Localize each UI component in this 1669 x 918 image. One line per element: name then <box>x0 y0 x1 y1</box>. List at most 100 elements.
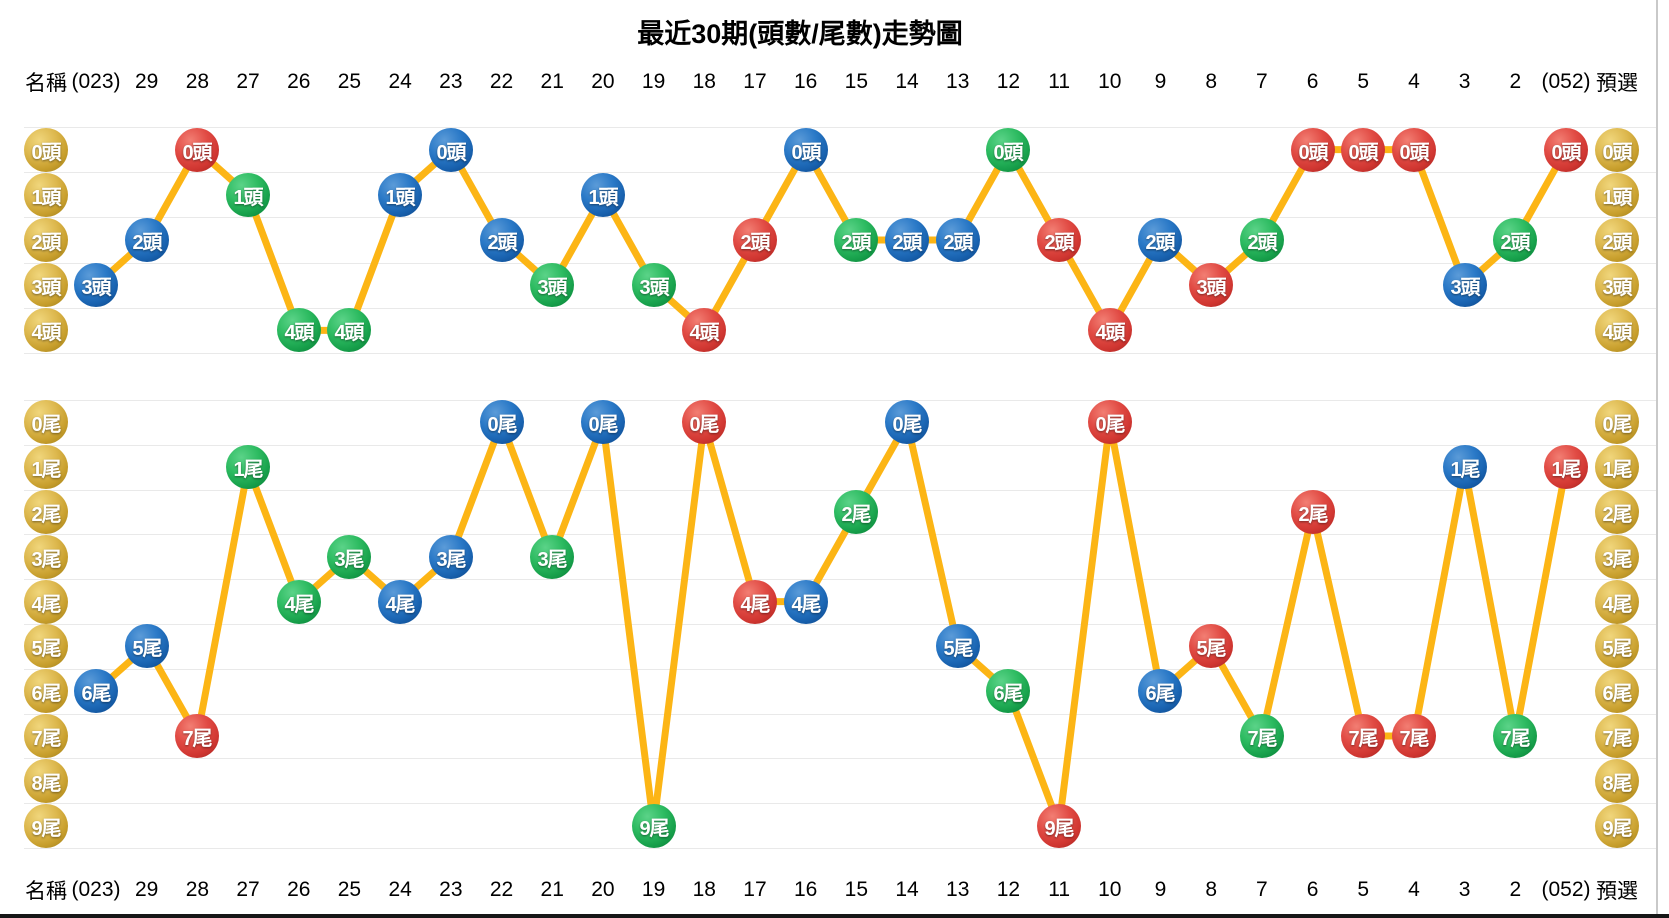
bottom-border <box>0 914 1669 918</box>
top-preselect-header: 預選 <box>1596 72 1638 95</box>
head-preselect-ball[interactable]: 2頭 <box>1595 218 1639 262</box>
tail-row-label-ball: 8尾 <box>24 759 68 803</box>
bottom-period-label: 4 <box>1408 878 1420 901</box>
top-period-label: 8 <box>1205 70 1218 93</box>
top-period-label: 26 <box>287 70 311 93</box>
tail-preselect-ball[interactable]: 7尾 <box>1595 714 1639 758</box>
tail-row-label-ball: 6尾 <box>24 669 68 713</box>
tail-data-ball: 3尾 <box>429 535 473 579</box>
bottom-period-label: 9 <box>1154 878 1167 901</box>
bottom-period-label: 18 <box>692 878 716 901</box>
tail-data-ball: 7尾 <box>1392 714 1436 758</box>
head-data-ball: 2頭 <box>1138 218 1182 262</box>
tail-data-ball: 5尾 <box>1189 624 1233 668</box>
tail-data-ball: 0尾 <box>1088 400 1132 444</box>
head-preselect-ball[interactable]: 0頭 <box>1595 128 1639 172</box>
tail-data-ball: 0尾 <box>581 400 625 444</box>
head-grid-line <box>24 263 1656 264</box>
top-period-label: 17 <box>743 70 767 93</box>
head-data-ball: 3頭 <box>632 263 676 307</box>
top-period-label: 29 <box>135 70 159 93</box>
tail-row-label-ball: 9尾 <box>24 804 68 848</box>
tail-preselect-ball[interactable]: 0尾 <box>1595 400 1639 444</box>
tail-grid-line <box>24 534 1656 535</box>
head-data-ball: 2頭 <box>125 218 169 262</box>
top-period-label: 6 <box>1306 70 1319 93</box>
bottom-period-label: 21 <box>540 878 564 901</box>
bottom-period-label: 3 <box>1458 878 1471 901</box>
tail-row-label-ball: 3尾 <box>24 535 68 579</box>
tail-data-ball: 1尾 <box>1544 445 1588 489</box>
tail-data-ball: 0尾 <box>885 400 929 444</box>
top-period-label: (023) <box>71 70 121 93</box>
head-data-ball: 0頭 <box>1544 128 1588 172</box>
head-data-ball: 2頭 <box>834 218 878 262</box>
top-period-label: 12 <box>996 70 1021 93</box>
tail-data-ball: 2尾 <box>1291 490 1335 534</box>
bottom-period-label: 11 <box>1048 878 1071 901</box>
head-data-ball: 2頭 <box>733 218 777 262</box>
head-preselect-ball[interactable]: 1頭 <box>1595 173 1639 217</box>
head-data-ball: 2頭 <box>885 218 929 262</box>
head-data-ball: 1頭 <box>226 173 270 217</box>
head-data-ball: 0頭 <box>986 128 1030 172</box>
tail-data-ball: 6尾 <box>74 669 118 713</box>
head-data-ball: 0頭 <box>1392 128 1436 172</box>
top-period-label: 11 <box>1048 70 1071 93</box>
tail-preselect-ball[interactable]: 1尾 <box>1595 445 1639 489</box>
tail-data-ball: 9尾 <box>632 804 676 848</box>
bottom-period-label: (023) <box>71 878 121 901</box>
head-preselect-ball[interactable]: 4頭 <box>1595 308 1639 352</box>
head-row-label-ball: 3頭 <box>24 263 68 307</box>
bottom-period-label: 20 <box>591 878 615 901</box>
tail-data-ball: 7尾 <box>1493 714 1537 758</box>
top-period-label: 24 <box>388 70 412 93</box>
head-data-ball: 0頭 <box>1291 128 1335 172</box>
bottom-period-label: 22 <box>489 878 514 901</box>
top-period-label: (052) <box>1541 70 1591 93</box>
bottom-period-label: 8 <box>1205 878 1218 901</box>
tail-preselect-ball[interactable]: 6尾 <box>1595 669 1639 713</box>
bottom-period-label: 23 <box>439 878 463 901</box>
top-period-label: 15 <box>844 70 869 93</box>
top-period-label: 21 <box>540 70 564 93</box>
tail-preselect-ball[interactable]: 5尾 <box>1595 624 1639 668</box>
tail-data-ball: 4尾 <box>378 580 422 624</box>
bottom-period-label: 14 <box>895 878 919 901</box>
tail-grid-line <box>24 579 1656 580</box>
tail-data-ball: 7尾 <box>1341 714 1385 758</box>
bottom-period-label: 2 <box>1509 878 1522 901</box>
head-data-ball: 0頭 <box>429 128 473 172</box>
tail-preselect-ball[interactable]: 4尾 <box>1595 580 1639 624</box>
head-data-ball: 3頭 <box>530 263 574 307</box>
bottom-period-label: 5 <box>1357 878 1370 901</box>
tail-grid-line <box>24 758 1656 759</box>
bottom-period-label: 27 <box>236 878 260 901</box>
tail-preselect-ball[interactable]: 9尾 <box>1595 804 1639 848</box>
head-data-ball: 2頭 <box>480 218 524 262</box>
tail-preselect-ball[interactable]: 8尾 <box>1595 759 1639 803</box>
bottom-period-label: 26 <box>287 878 311 901</box>
tail-data-ball: 5尾 <box>936 624 980 668</box>
bottom-period-label: 17 <box>743 878 767 901</box>
tail-preselect-ball[interactable]: 2尾 <box>1595 490 1639 534</box>
head-data-ball: 0頭 <box>784 128 828 172</box>
tail-data-ball: 4尾 <box>733 580 777 624</box>
tail-data-ball: 0尾 <box>480 400 524 444</box>
head-data-ball: 2頭 <box>1037 218 1081 262</box>
tail-row-label-ball: 0尾 <box>24 400 68 444</box>
bottom-period-label: 28 <box>185 878 210 901</box>
bottom-period-label: 29 <box>135 878 159 901</box>
head-data-ball: 2頭 <box>936 218 980 262</box>
head-data-ball: 0頭 <box>1341 128 1385 172</box>
head-preselect-ball[interactable]: 3頭 <box>1595 263 1639 307</box>
top-period-label: 7 <box>1256 70 1268 93</box>
tail-row-label-ball: 2尾 <box>24 490 68 534</box>
head-data-ball: 1頭 <box>581 173 625 217</box>
tail-preselect-ball[interactable]: 3尾 <box>1595 535 1639 579</box>
head-grid-line <box>24 172 1656 173</box>
head-data-ball: 3頭 <box>1189 263 1233 307</box>
top-period-label: 22 <box>489 70 514 93</box>
top-period-label: 3 <box>1458 70 1471 93</box>
